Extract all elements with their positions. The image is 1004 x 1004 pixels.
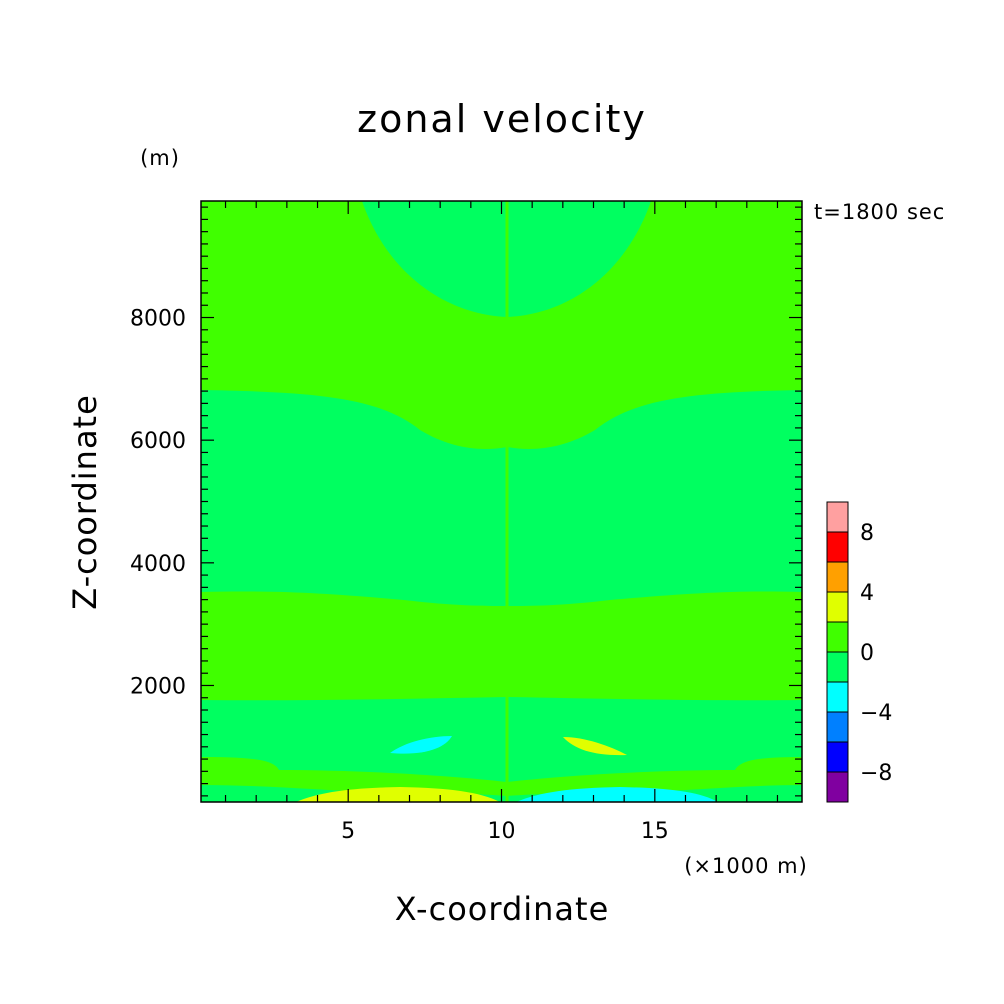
colorbar-tick-label: −8 [860, 761, 892, 786]
time-label: t=1800 sec [814, 200, 945, 224]
colorbar-swatch [826, 681, 849, 713]
axis-ticks [201, 201, 802, 802]
y-tick-label: 8000 [130, 307, 186, 332]
x-tick-label: 5 [341, 819, 355, 844]
x-tick-labels: 5 10 15 [341, 819, 669, 844]
colorbar: −8 −4 0 4 8 [826, 501, 892, 803]
colorbar-tick-label: 8 [860, 521, 874, 546]
colorbar-swatch [826, 591, 849, 623]
region-lower-band [201, 697, 802, 782]
colorbar-swatch [826, 501, 849, 533]
x-tick-label: 10 [488, 819, 516, 844]
region-right-surface-negative [516, 787, 718, 802]
y-tick-label: 6000 [130, 429, 186, 454]
x-tick-label: 15 [641, 819, 669, 844]
colorbar-swatch [826, 741, 849, 773]
x-unit-label: (×1000 m) [684, 854, 808, 878]
y-tick-labels: 2000 4000 6000 8000 [130, 307, 186, 700]
region-right-positive-blob [563, 737, 627, 756]
region-left-surface-positive [296, 787, 500, 802]
plot-area [200, 200, 803, 803]
region-mid-band [201, 390, 802, 606]
x-axis-title: X-coordinate [395, 890, 610, 928]
colorbar-swatch [826, 651, 849, 683]
colorbar-tick-label: 4 [860, 581, 874, 606]
colorbar-tick-label: −4 [860, 701, 892, 726]
colorbar-swatch [826, 621, 849, 653]
colorbar-swatch [826, 531, 849, 563]
y-tick-label: 2000 [130, 674, 186, 699]
chart-title: zonal velocity [357, 97, 647, 141]
colorbar-tick-label: 0 [860, 641, 874, 666]
region-left-negative-blob [390, 736, 452, 754]
y-unit-label: (m) [140, 146, 180, 170]
y-tick-label: 4000 [130, 552, 186, 577]
colorbar-swatch [826, 711, 849, 743]
y-axis-title: Z-coordinate [66, 394, 104, 610]
colorbar-swatch [826, 771, 849, 803]
colorbar-swatch [826, 561, 849, 593]
